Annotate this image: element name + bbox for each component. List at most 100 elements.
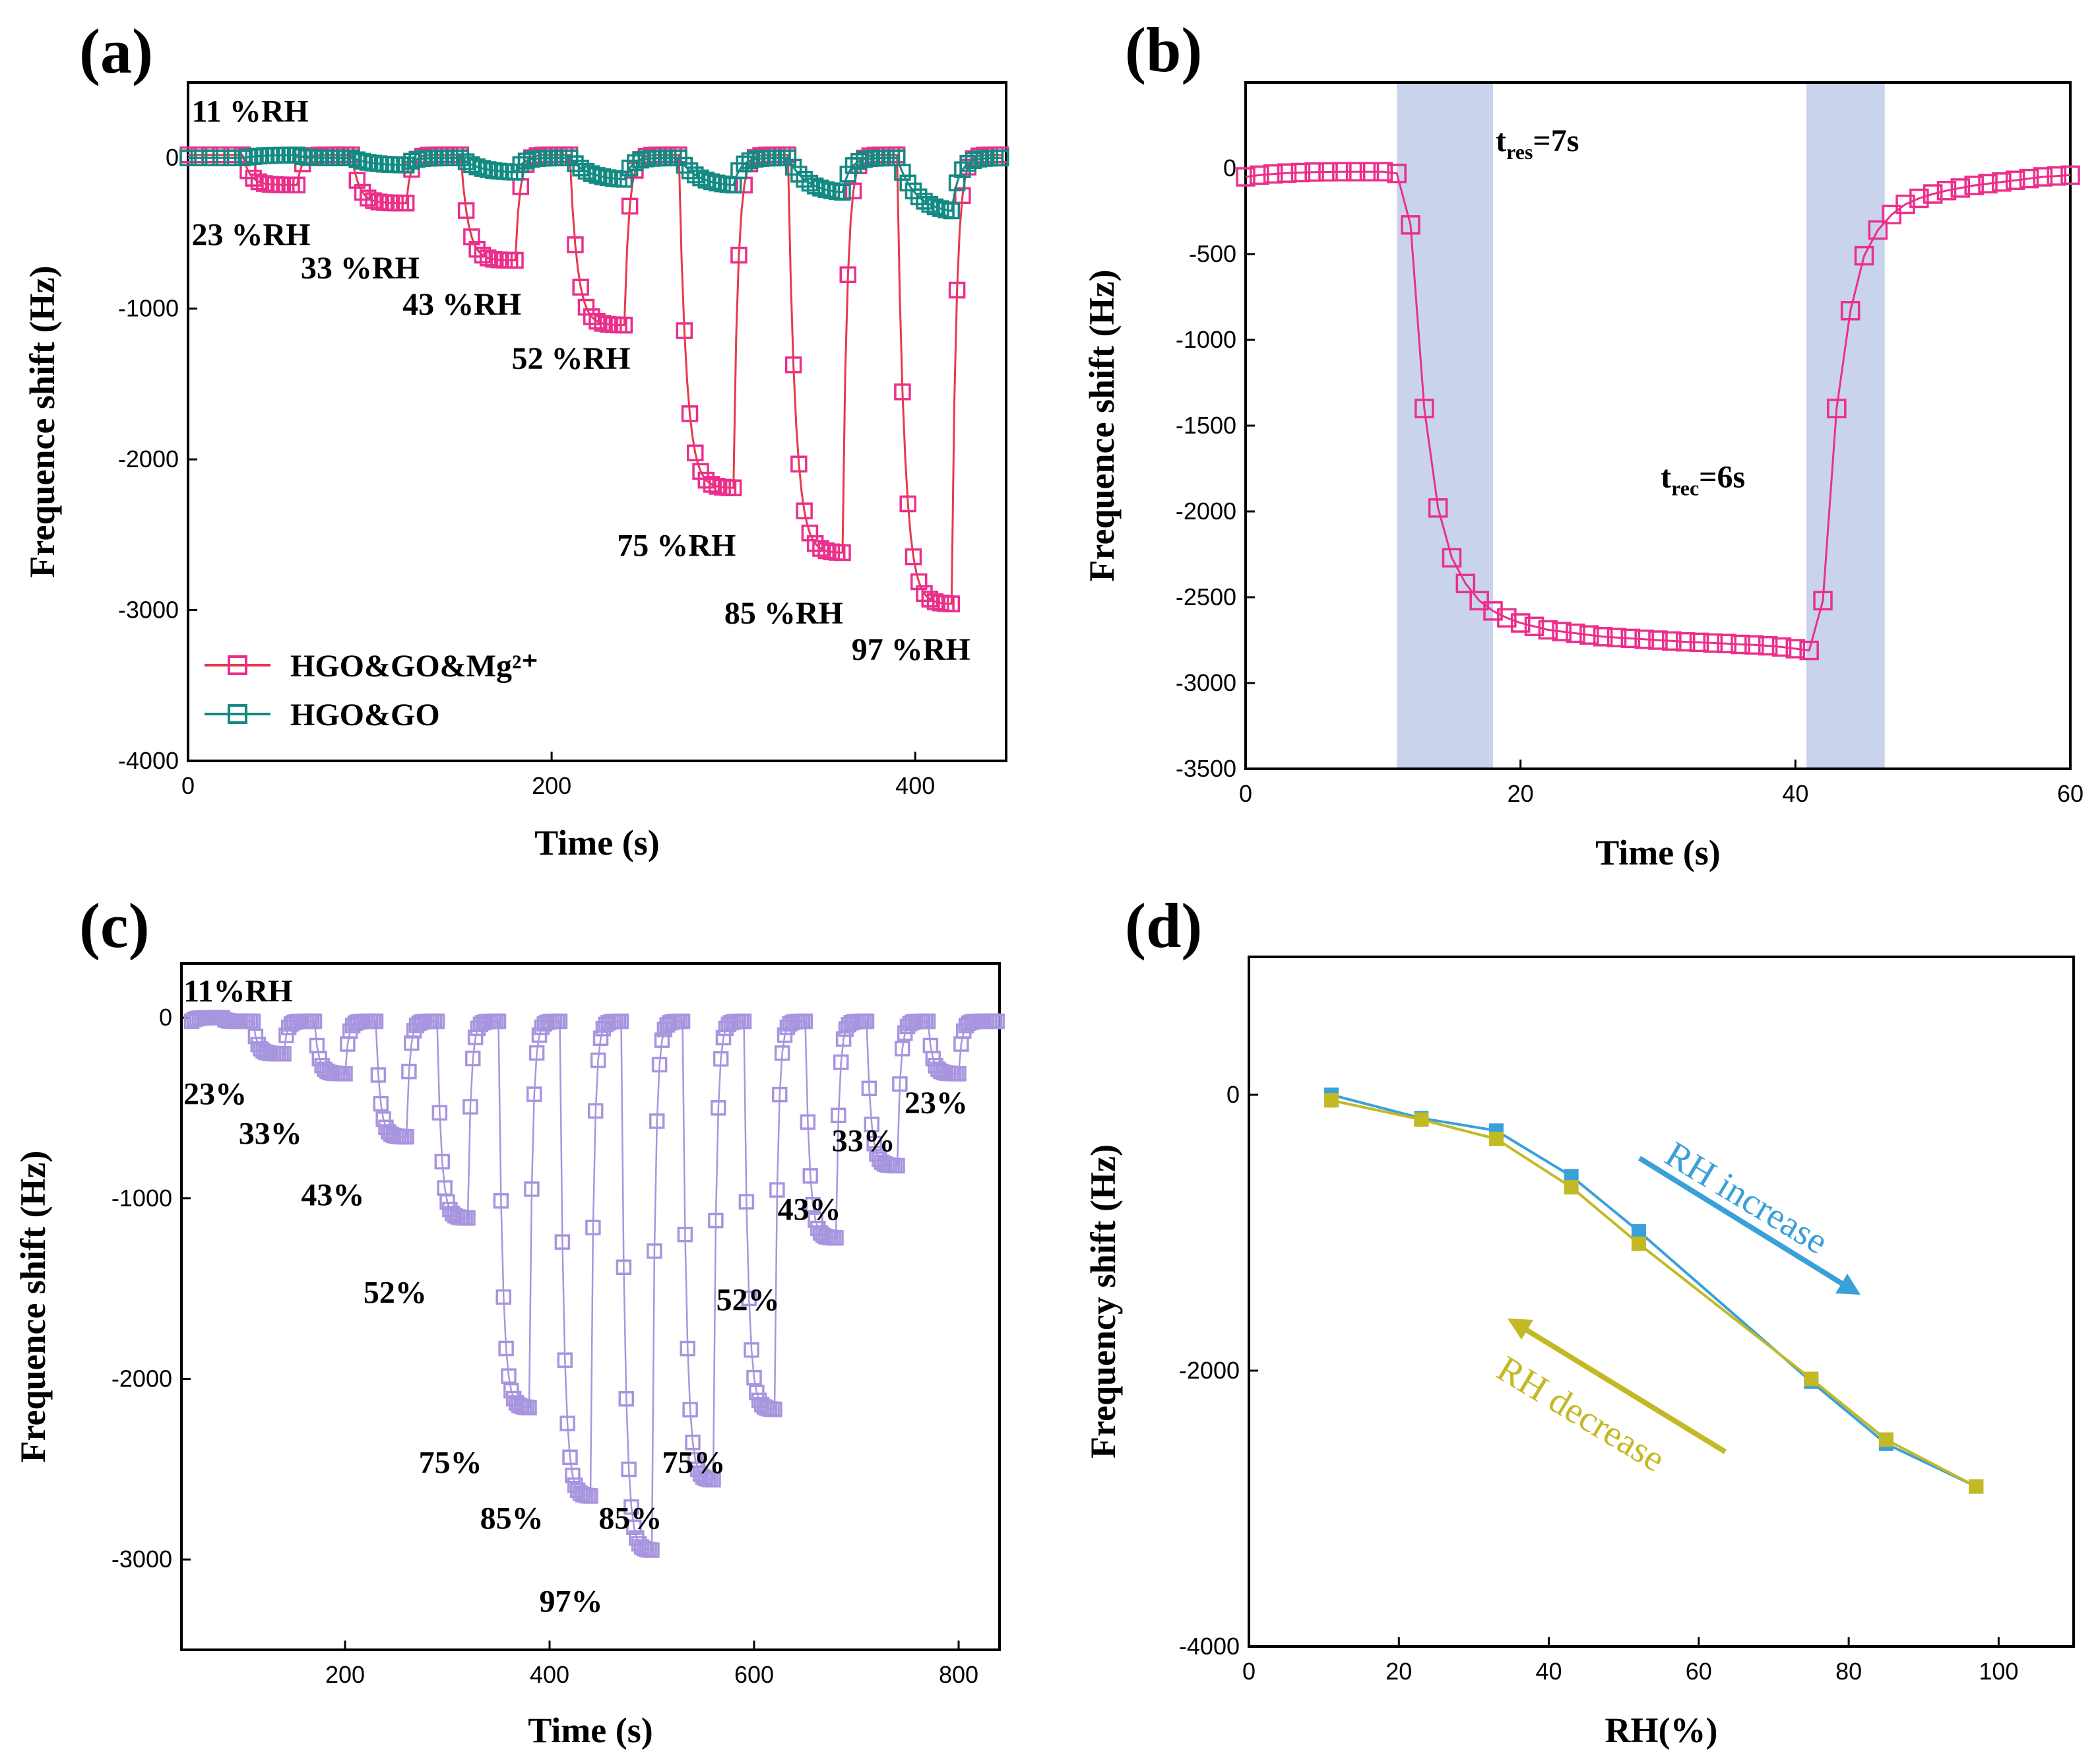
y-tick-label: -1000 (118, 295, 179, 322)
series-b-point (1992, 172, 2012, 192)
series-c-point (713, 1051, 729, 1067)
series-b-point (1290, 162, 1311, 183)
series-a-point-0 (365, 192, 382, 209)
series-c-point (245, 1013, 261, 1029)
series-b-point (1634, 629, 1654, 649)
panel-c-label: (c) (79, 890, 150, 961)
shaded-band (1397, 82, 1493, 769)
series-c-point (613, 1013, 629, 1029)
series-a-point-0 (796, 502, 813, 519)
series-c-point (493, 1193, 509, 1209)
y-tick-label: -4000 (118, 747, 179, 774)
panel-c-xlabel: Time (s) (528, 1711, 652, 1750)
y-tick-label: -3000 (111, 1546, 172, 1573)
series-a-point-1 (779, 149, 797, 166)
series-a-point-0 (250, 173, 268, 191)
y-tick-label: -4000 (1179, 1633, 1240, 1660)
series-d-line-1 (1331, 1099, 1977, 1488)
series-a-point-0 (245, 170, 262, 187)
series-b-point (1538, 620, 1558, 640)
series-a-point-1 (512, 156, 530, 174)
series-a-point-1 (561, 149, 579, 166)
series-a-point-1 (801, 174, 819, 192)
rh-increase-label: RH increase (1658, 1134, 1835, 1262)
series-c-point (687, 1452, 703, 1468)
series-d-point-1 (1878, 1432, 1893, 1447)
y-tick-label: -2500 (1176, 583, 1236, 610)
series-c-point (618, 1390, 634, 1407)
series-a-point-0 (899, 495, 916, 513)
series-b-point (1909, 188, 1929, 209)
series-a-point-1 (692, 169, 709, 187)
shaded-band (1806, 82, 1885, 769)
annotation-c: 33% (832, 1124, 895, 1159)
series-b-point (1387, 164, 1407, 183)
series-a-point-0 (676, 322, 693, 339)
series-a-point-1 (850, 152, 868, 170)
series-b-point (1703, 633, 1723, 653)
series-b-point (1332, 162, 1352, 181)
series-b-point (1923, 184, 1943, 204)
series-b-point (2033, 167, 2053, 187)
rh-decrease-arrowhead (1508, 1319, 1533, 1340)
y-tick-label: 0 (1226, 1081, 1240, 1108)
series-c-point (858, 1013, 875, 1029)
series-c-point (373, 1095, 389, 1112)
panel-d-axes-frame (1248, 956, 2075, 1648)
series-b-point (1483, 601, 1503, 621)
series-a-point-1 (457, 153, 475, 170)
series-a-point-0 (589, 312, 606, 330)
series-b-point (1428, 498, 1448, 518)
annotation-c: 43% (778, 1192, 841, 1227)
annotation-c: 11%RH (183, 973, 292, 1008)
series-a-point-1 (992, 149, 1009, 167)
annotation-c: 23% (905, 1086, 968, 1121)
series-a-point-1 (959, 154, 976, 172)
series-c-point (989, 1013, 1005, 1029)
series-b-point (1469, 591, 1489, 610)
series-a-point-1 (834, 183, 851, 201)
series-a-point-1 (190, 149, 208, 166)
series-b-point (1304, 162, 1324, 182)
series-c-point (864, 1117, 879, 1132)
series-c-point (682, 1402, 698, 1418)
series-c-point (654, 1032, 670, 1048)
series-c-point (465, 1051, 481, 1066)
series-a-point-1 (921, 196, 939, 213)
series-a-point-0 (616, 316, 633, 334)
rh-increase-arrow (1638, 1156, 1849, 1289)
series-c-point (306, 1013, 323, 1029)
series-c-point (462, 1099, 478, 1115)
panel-d-series (1324, 1088, 1984, 1494)
series-c-point (802, 1168, 818, 1184)
series-c-point (920, 1013, 936, 1029)
series-c-point (772, 1086, 788, 1103)
annotation-c: 43% (301, 1178, 364, 1213)
series-b-point (1840, 301, 1861, 321)
legend-a-text-1: HGO&GO&Mg²⁺ (290, 649, 538, 684)
annotation-a: 43 %RH (402, 287, 521, 322)
series-b-point (1950, 178, 1971, 198)
panel-c: (c) 200 400 600 800 0 -1000 -2000 -3000 11%RH 23… (13, 890, 1005, 1750)
series-c-point (583, 1488, 598, 1504)
panel-a-ylabel: Frequence shift (Hz) (22, 266, 62, 578)
series-c-point (562, 1449, 578, 1466)
series-b-point (1552, 622, 1572, 641)
series-c-point (557, 1352, 573, 1368)
panel-b-ticks: 0 20 40 60 0 -500 -1000 -1500 -2000 -2500 -3000 -35… (1176, 154, 2084, 807)
y-tick-label: 0 (1223, 154, 1236, 181)
panel-d: (d) 0 20 40 60 80 100 0 -2000 -4000 RH increase … (1083, 890, 2075, 1750)
panel-c-annotations: 11%RH23%33%43%52%75%85%97%85%75%52%43%33… (183, 973, 968, 1619)
series-a-point-0 (681, 405, 699, 422)
series-c-point (528, 1045, 545, 1061)
panel-b-label: (b) (1125, 15, 1202, 85)
series-c-point (866, 1136, 882, 1152)
series-a-point-0 (457, 202, 475, 219)
series-a-point-1 (790, 166, 808, 183)
panel-c-series (183, 1010, 1005, 1558)
series-a-point-0 (463, 228, 480, 245)
series-a-point-1 (474, 160, 492, 177)
series-a-point-1 (806, 178, 824, 195)
annotation-a: 52 %RH (511, 341, 630, 376)
